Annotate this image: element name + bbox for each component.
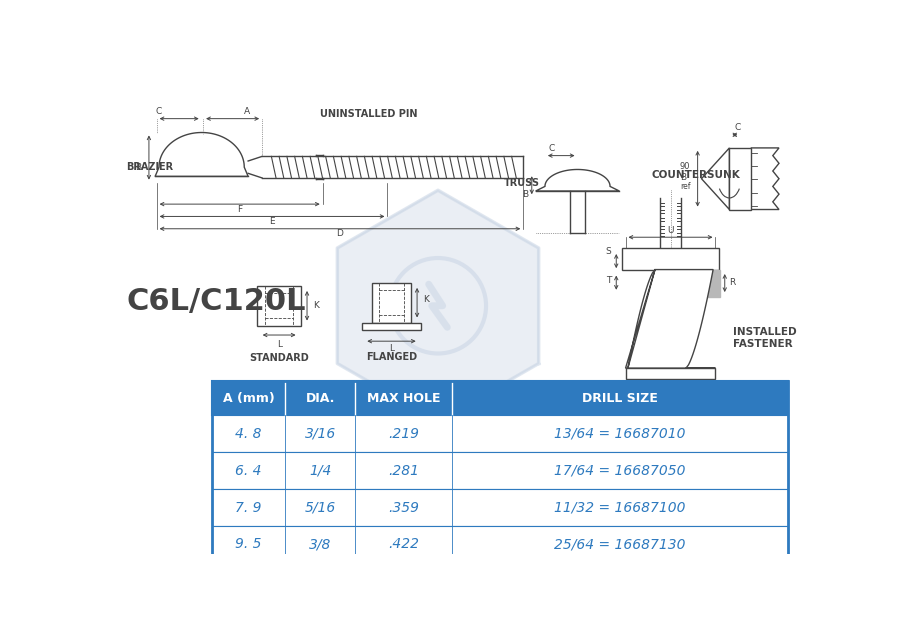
Text: D: D: [337, 229, 344, 239]
Text: 17/64 = 16687050: 17/64 = 16687050: [554, 464, 686, 478]
Text: .281: .281: [388, 464, 419, 478]
Polygon shape: [155, 133, 248, 176]
Text: L: L: [276, 340, 282, 349]
Text: U: U: [667, 226, 674, 235]
Text: FLANGED: FLANGED: [366, 352, 417, 362]
Text: A (mm): A (mm): [222, 392, 274, 405]
Text: BRAZIER: BRAZIER: [126, 162, 174, 172]
Bar: [729, 148, 751, 209]
Bar: [626, 368, 716, 379]
Bar: [212, 381, 788, 563]
Text: B: B: [680, 173, 686, 183]
Polygon shape: [626, 270, 716, 368]
Text: C: C: [734, 123, 741, 132]
Bar: [212, 381, 788, 415]
Text: K: K: [313, 302, 320, 310]
Text: ref: ref: [680, 183, 690, 191]
Text: .219: .219: [388, 427, 419, 440]
Text: 7. 9: 7. 9: [235, 500, 262, 515]
Text: 3LC FLANGED
COLLAR
(SHOWN): 3LC FLANGED COLLAR (SHOWN): [618, 387, 667, 407]
Text: COUNTERSUNK: COUNTERSUNK: [651, 170, 740, 180]
Bar: [623, 248, 718, 270]
Bar: [212, 526, 788, 563]
Text: B: B: [135, 163, 141, 172]
Text: C: C: [548, 144, 554, 153]
Text: 3/8: 3/8: [309, 538, 331, 551]
Text: 1/4: 1/4: [309, 464, 331, 478]
Polygon shape: [536, 169, 619, 191]
Text: 5/16: 5/16: [304, 500, 336, 515]
Text: 11/32 = 16687100: 11/32 = 16687100: [554, 500, 686, 515]
Text: T: T: [607, 277, 612, 285]
Text: TRUSS: TRUSS: [504, 178, 540, 188]
Text: 3/16: 3/16: [304, 427, 336, 440]
Bar: [212, 452, 788, 489]
Text: F: F: [237, 205, 242, 214]
Text: A: A: [244, 107, 250, 116]
Bar: [212, 489, 788, 526]
Text: INSTALLED
FASTENER: INSTALLED FASTENER: [733, 327, 796, 349]
Bar: [372, 283, 411, 323]
Text: 13/64 = 16687010: 13/64 = 16687010: [554, 427, 686, 440]
Text: DRILL SIZE: DRILL SIZE: [582, 392, 658, 405]
Text: B: B: [522, 189, 528, 199]
Text: L: L: [389, 345, 394, 353]
Polygon shape: [701, 148, 729, 209]
Text: 25/64 = 16687130: 25/64 = 16687130: [554, 538, 686, 551]
Text: MAX HOLE: MAX HOLE: [367, 392, 440, 405]
Text: S: S: [606, 247, 612, 256]
Bar: [212, 415, 788, 452]
Polygon shape: [752, 148, 779, 209]
Text: 6. 4: 6. 4: [235, 464, 262, 478]
Text: 4. 8: 4. 8: [235, 427, 262, 440]
Text: .422: .422: [388, 538, 419, 551]
Bar: [362, 323, 421, 330]
Text: 90: 90: [680, 163, 690, 171]
Text: .359: .359: [388, 500, 419, 515]
Polygon shape: [686, 270, 720, 297]
Text: K: K: [423, 295, 429, 304]
Text: STANDARD: STANDARD: [249, 353, 309, 363]
Text: C6L/C120L: C6L/C120L: [126, 287, 306, 316]
Text: E: E: [269, 217, 274, 226]
Text: 9. 5: 9. 5: [235, 538, 262, 551]
Text: C: C: [156, 107, 162, 116]
Polygon shape: [338, 190, 539, 421]
Text: DIA.: DIA.: [305, 392, 335, 405]
Bar: [257, 286, 301, 326]
Text: R: R: [729, 278, 735, 287]
Text: UNINSTALLED PIN: UNINSTALLED PIN: [320, 110, 417, 120]
